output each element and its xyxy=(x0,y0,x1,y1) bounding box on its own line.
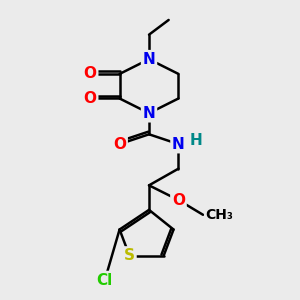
Text: N: N xyxy=(142,52,155,67)
Text: Cl: Cl xyxy=(97,272,113,287)
Text: N: N xyxy=(142,106,155,121)
Text: O: O xyxy=(84,91,97,106)
Text: CH₃: CH₃ xyxy=(206,208,233,222)
Text: O: O xyxy=(113,136,126,152)
Text: O: O xyxy=(172,193,185,208)
Text: H: H xyxy=(189,133,202,148)
Text: S: S xyxy=(124,248,135,263)
Text: N: N xyxy=(172,136,185,152)
Text: O: O xyxy=(84,66,97,81)
